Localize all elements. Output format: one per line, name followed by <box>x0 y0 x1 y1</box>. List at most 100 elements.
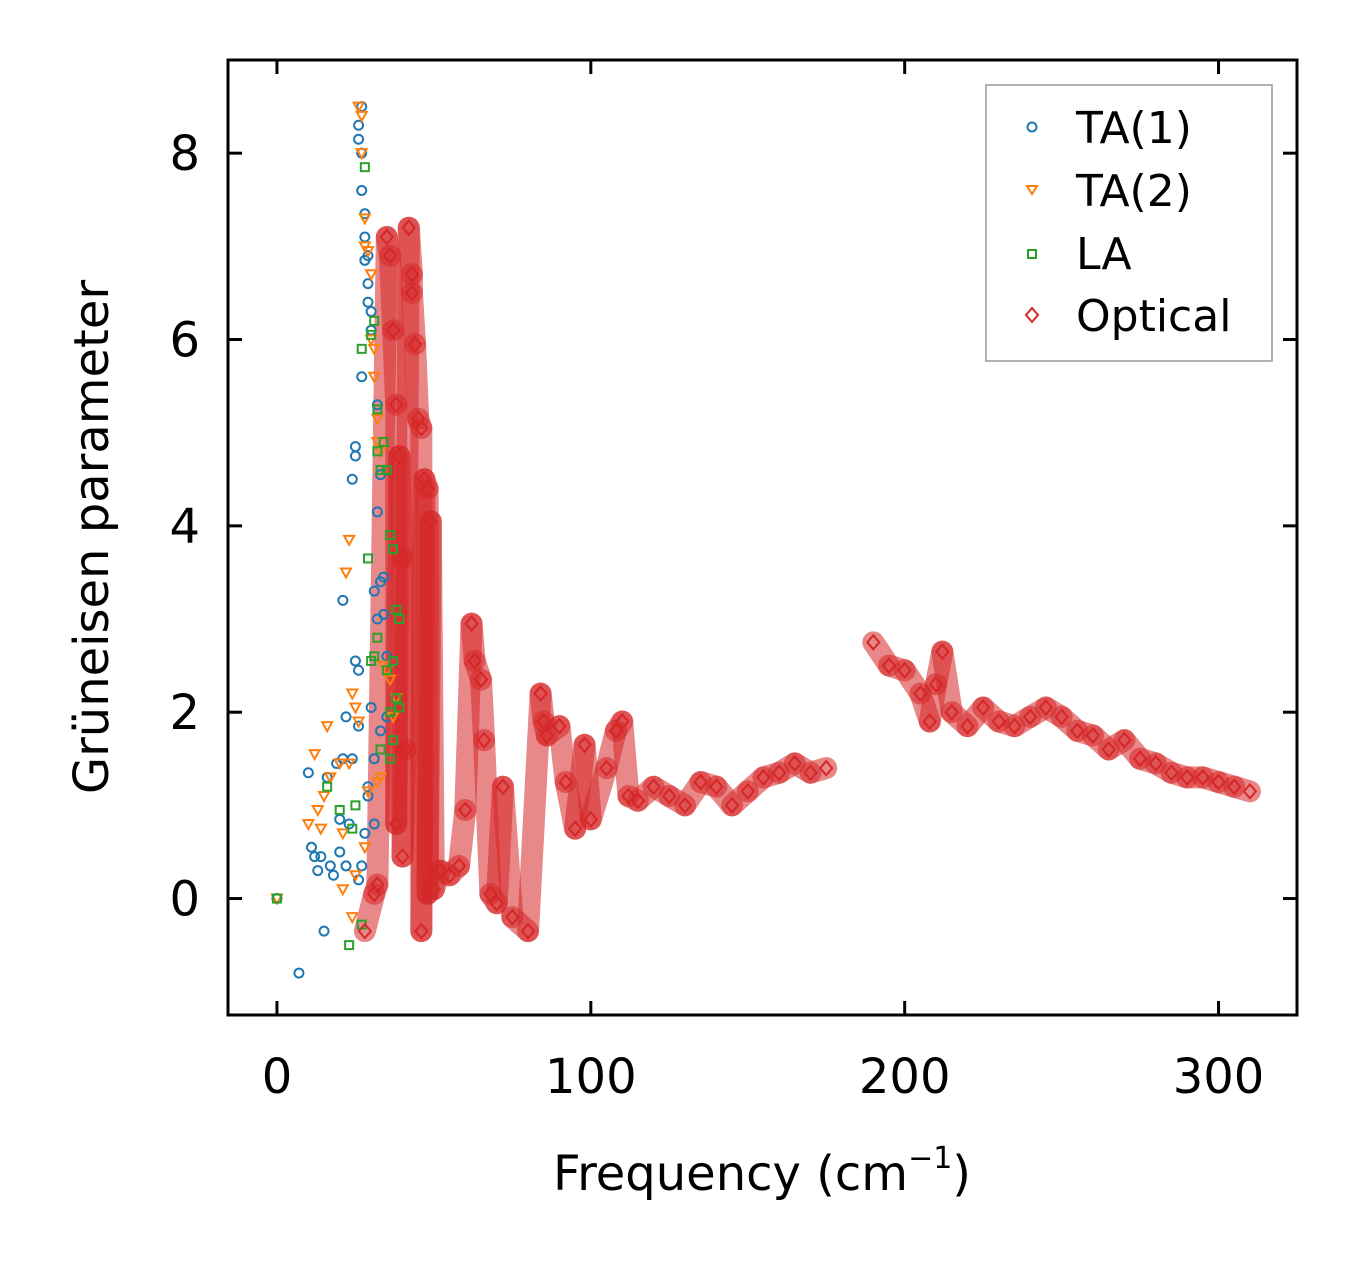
point-optical <box>991 712 1007 731</box>
point-ta1 <box>309 851 321 863</box>
point-ta1 <box>349 450 361 462</box>
point-optical <box>935 643 950 661</box>
point-ta1 <box>346 473 358 485</box>
y-tick-label: 0 <box>169 872 200 928</box>
point-optical <box>505 908 520 926</box>
y-tick-label: 6 <box>169 313 200 369</box>
x-tick-label: 300 <box>1173 1049 1265 1105</box>
point-optical <box>577 736 592 754</box>
point-ta2 <box>345 912 359 925</box>
point-optical <box>960 717 975 735</box>
point-optical <box>539 726 555 745</box>
optical-band-segment <box>404 333 430 430</box>
point-optical <box>975 699 991 717</box>
point-ta1 <box>356 860 368 872</box>
point-optical <box>599 759 614 777</box>
point-ta2 <box>348 870 363 883</box>
point-ta1 <box>362 250 374 262</box>
point-optical <box>520 922 536 940</box>
point-la <box>369 651 380 662</box>
point-ta2 <box>323 772 338 785</box>
point-optical <box>928 675 944 693</box>
x-tick-label: 0 <box>262 1049 293 1105</box>
optical-band-segment <box>382 319 408 416</box>
point-ta1 <box>318 925 330 937</box>
point-ta2 <box>333 758 347 771</box>
point-ta1 <box>375 725 387 737</box>
point-ta1 <box>324 860 336 872</box>
point-ta1 <box>378 608 390 620</box>
point-la <box>271 893 282 904</box>
point-ta1 <box>359 231 371 243</box>
point-optical <box>423 512 439 530</box>
point-optical <box>630 792 646 810</box>
point-la <box>391 693 402 704</box>
y-tick-label: 4 <box>169 499 200 555</box>
point-optical <box>1038 699 1054 717</box>
point-ta2 <box>314 823 328 836</box>
point-ta1 <box>356 371 368 383</box>
point-la <box>372 632 383 643</box>
point-la <box>344 940 355 951</box>
optical-band-segment <box>419 510 445 901</box>
point-optical <box>395 848 410 866</box>
x-tick-label: 200 <box>859 1049 951 1105</box>
point-optical <box>401 219 417 237</box>
point-ta1 <box>362 790 374 802</box>
point-la <box>378 437 389 447</box>
point-optical <box>426 880 442 898</box>
point-optical <box>370 876 385 894</box>
point-ta1 <box>353 664 365 676</box>
point-ta1 <box>368 753 380 765</box>
point-optical <box>442 866 457 884</box>
point-ta1 <box>368 818 380 830</box>
point-optical <box>944 703 960 721</box>
point-ta1 <box>362 296 374 308</box>
x-tick-label: 100 <box>545 1049 637 1105</box>
point-ta1 <box>362 278 374 290</box>
point-optical <box>414 922 429 940</box>
point-ta2 <box>339 567 353 580</box>
point-optical <box>420 480 435 498</box>
point-optical <box>552 717 567 735</box>
point-optical <box>803 764 818 782</box>
point-la <box>394 614 405 625</box>
point-optical <box>388 815 404 833</box>
point-optical <box>388 396 404 414</box>
point-la <box>381 665 392 676</box>
point-optical <box>414 419 429 437</box>
point-ta2 <box>342 758 356 771</box>
point-ta1 <box>349 441 361 453</box>
point-la <box>369 315 380 326</box>
point-optical <box>1069 722 1085 740</box>
point-optical <box>558 773 574 791</box>
point-optical <box>476 731 492 749</box>
legend: TA(1) TA(2) LA Optical <box>985 84 1273 362</box>
point-optical <box>709 778 724 796</box>
point-optical <box>913 685 928 703</box>
point-la <box>372 446 383 457</box>
point-ta2 <box>351 716 366 729</box>
point-ta1 <box>337 594 349 606</box>
point-ta2 <box>317 791 331 804</box>
point-optical <box>379 228 395 246</box>
point-ta2 <box>355 148 369 161</box>
point-la <box>381 464 392 475</box>
point-ta2 <box>336 884 350 897</box>
point-optical <box>1101 740 1117 758</box>
axis-ticks: 0 100 200 300 0 2 4 6 8 <box>169 60 1297 1105</box>
point-optical <box>420 885 435 903</box>
point-ta2 <box>370 413 385 426</box>
point-optical <box>661 787 677 805</box>
point-ta1 <box>378 571 390 583</box>
point-ta1 <box>359 827 371 839</box>
point-ta1 <box>327 869 339 881</box>
point-optical <box>865 633 881 651</box>
point-ta2 <box>364 269 378 282</box>
point-ta1 <box>340 711 352 723</box>
point-ta1 <box>368 585 380 597</box>
point-la <box>394 702 405 713</box>
point-la <box>334 805 345 816</box>
point-ta1 <box>349 655 361 667</box>
